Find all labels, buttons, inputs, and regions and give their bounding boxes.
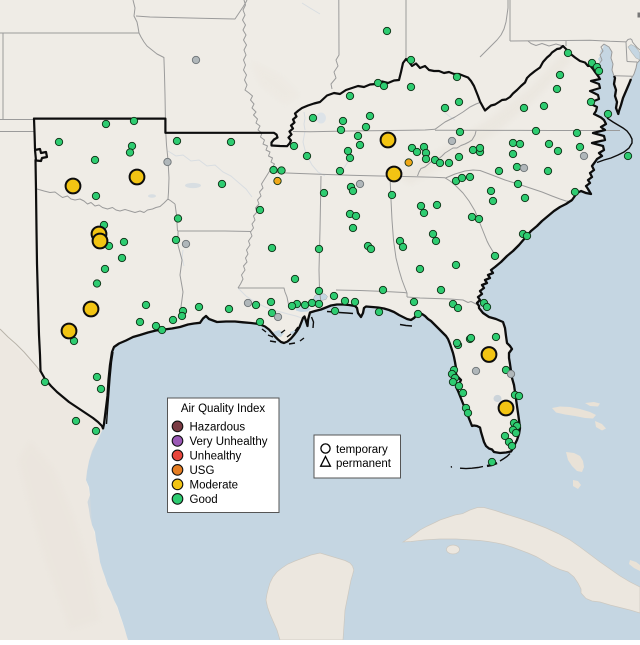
svg-text:Hazardous: Hazardous (190, 421, 246, 433)
svg-text:Good: Good (190, 494, 218, 506)
svg-text:Moderate: Moderate (190, 479, 239, 491)
svg-text:permanent: permanent (336, 458, 392, 470)
svg-text:temporary: temporary (336, 444, 388, 456)
svg-text:Air Quality Index: Air Quality Index (181, 403, 266, 415)
svg-text:Very Unhealthy: Very Unhealthy (190, 436, 268, 448)
svg-text:USG: USG (190, 465, 215, 477)
svg-text:Unhealthy: Unhealthy (190, 450, 242, 462)
